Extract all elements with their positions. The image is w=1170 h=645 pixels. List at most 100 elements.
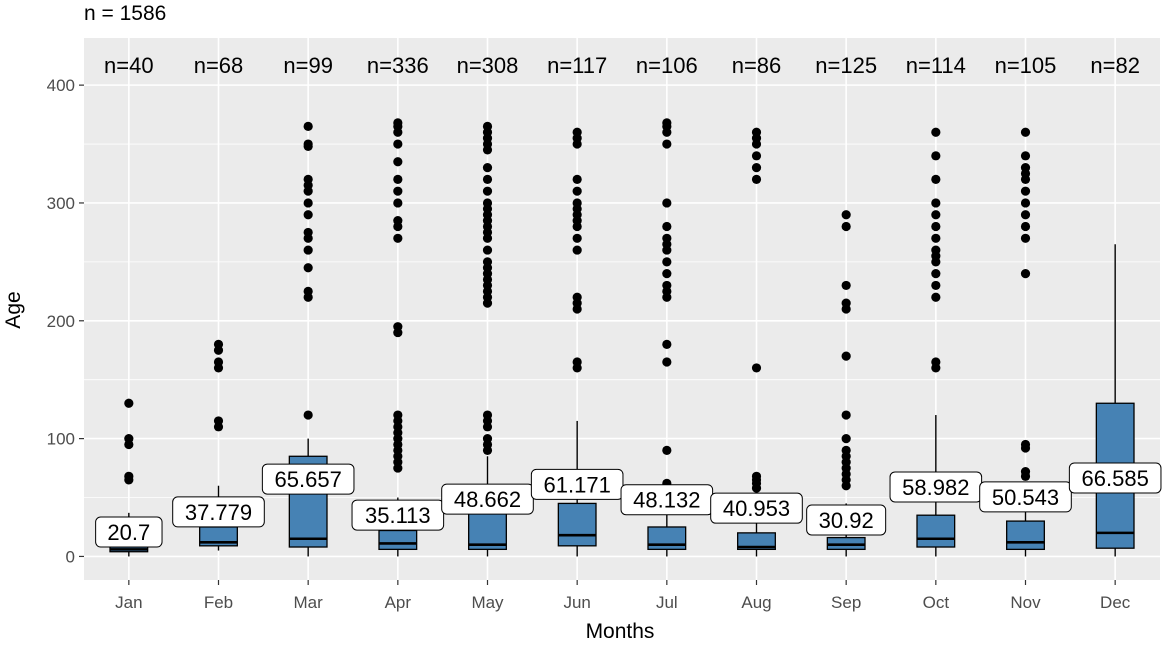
y-tick-label: 300	[47, 194, 75, 213]
outlier-point	[572, 363, 582, 373]
outlier-point	[393, 233, 403, 243]
outlier-point	[124, 475, 134, 485]
outlier-point	[482, 233, 493, 243]
iqr-box	[557, 502, 597, 547]
outlier-point	[841, 434, 851, 444]
outlier-point	[482, 245, 493, 255]
mean-label-apr: 35.113	[351, 499, 445, 531]
outlier-point	[213, 422, 224, 432]
outlier-point	[393, 186, 403, 196]
box-aug	[737, 127, 776, 557]
outlier-point	[482, 445, 493, 455]
mean-label-text: 30.92	[819, 508, 874, 533]
outlier-point	[931, 280, 941, 291]
iqr-box	[737, 532, 776, 551]
outlier-point	[841, 304, 851, 314]
outlier-point	[931, 127, 941, 137]
iqr-box	[647, 526, 687, 551]
mean-label-sep: 30.92	[806, 504, 887, 536]
outlier-point	[393, 139, 403, 149]
mean-label-text: 65.657	[275, 467, 342, 492]
outlier-point	[751, 483, 762, 493]
outlier-point	[1020, 471, 1031, 481]
outlier-point	[931, 363, 941, 373]
box-may	[468, 121, 507, 557]
outlier-point	[303, 186, 313, 196]
mean-label-layer: 20.7 37.779 65.657 35.113 48.662 61.171 48.132…	[95, 462, 1162, 548]
outlier-point	[931, 198, 941, 208]
outlier-point	[482, 186, 493, 196]
outlier-point	[1020, 233, 1031, 243]
mean-label-text: 61.171	[544, 472, 611, 497]
mean-label-box	[261, 463, 355, 495]
mean-label-oct: 58.982	[889, 471, 983, 503]
outlier-point	[393, 327, 403, 338]
mean-label-text: 66.585	[1082, 466, 1149, 491]
mean-label-text: 20.7	[107, 520, 150, 545]
outlier-point	[662, 245, 672, 255]
n-label: n=68	[194, 53, 244, 78]
mean-label-text: 48.662	[454, 487, 521, 512]
x-tick-label: Nov	[1010, 593, 1041, 612]
outlier-point	[931, 257, 941, 267]
outlier-point	[303, 233, 313, 243]
n-label: n=40	[104, 53, 154, 78]
n-label: n=99	[283, 53, 333, 78]
outlier-point	[393, 127, 403, 137]
mean-label-box	[172, 496, 265, 528]
mean-label-jul: 48.132	[620, 484, 714, 516]
iqr-box	[1006, 520, 1045, 551]
mean-label-text: 58.982	[902, 475, 969, 500]
outlier-point	[1020, 198, 1031, 208]
outlier-point	[303, 263, 313, 273]
outlier-point	[1020, 269, 1031, 279]
mean-label-box	[351, 499, 445, 531]
mean-label-box	[441, 483, 534, 515]
y-tick-label: 100	[47, 430, 75, 449]
outlier-point	[662, 257, 672, 267]
outlier-point	[841, 351, 851, 361]
outlier-point	[751, 163, 762, 173]
outlier-point	[572, 186, 582, 196]
box-jul	[647, 118, 687, 557]
n-label: n=114	[906, 53, 966, 78]
outlier-point	[1020, 174, 1031, 184]
x-tick-label: May	[471, 593, 504, 612]
x-axis-title: Months	[586, 620, 655, 643]
outlier-point	[1020, 151, 1031, 161]
y-axis-title: Age	[2, 291, 25, 328]
outlier-point	[751, 363, 762, 373]
n-label-layer: n=40 n=68 n=99 n=336 n=308 n=117 n=106 n=86 n=12…	[104, 53, 1140, 78]
x-tick-label: Apr	[385, 593, 412, 612]
outlier-point	[841, 280, 851, 291]
mean-label-nov: 50.543	[979, 481, 1072, 513]
n-label: n=82	[1090, 53, 1140, 78]
x-tick-label: Feb	[204, 593, 233, 612]
n-label: n=308	[457, 53, 519, 78]
iqr-box	[378, 529, 418, 551]
outlier-point	[662, 221, 672, 232]
n-label: n=125	[815, 53, 877, 78]
mean-label-box	[1068, 462, 1162, 494]
mean-label-dec: 66.585	[1068, 462, 1162, 494]
outlier-point	[662, 139, 672, 149]
outlier-point	[841, 481, 851, 491]
outlier-point	[393, 221, 403, 232]
outlier-point	[841, 221, 851, 232]
mean-label-jun: 61.171	[530, 468, 624, 500]
x-tick-label: Oct	[923, 593, 950, 612]
mean-label-text: 40.953	[723, 496, 790, 521]
outlier-point	[303, 410, 313, 420]
outlier-point	[572, 139, 582, 149]
mean-label-box	[530, 468, 624, 500]
outlier-point	[572, 233, 582, 243]
outlier-point	[662, 198, 672, 208]
outlier-point	[931, 269, 941, 279]
outlier-point	[303, 292, 313, 302]
mean-label-aug: 40.953	[710, 492, 803, 524]
outlier-point	[572, 221, 582, 232]
n-label: n=105	[995, 53, 1057, 78]
outlier-point	[482, 174, 493, 184]
outlier-point	[482, 298, 493, 308]
outlier-point	[1020, 210, 1031, 220]
